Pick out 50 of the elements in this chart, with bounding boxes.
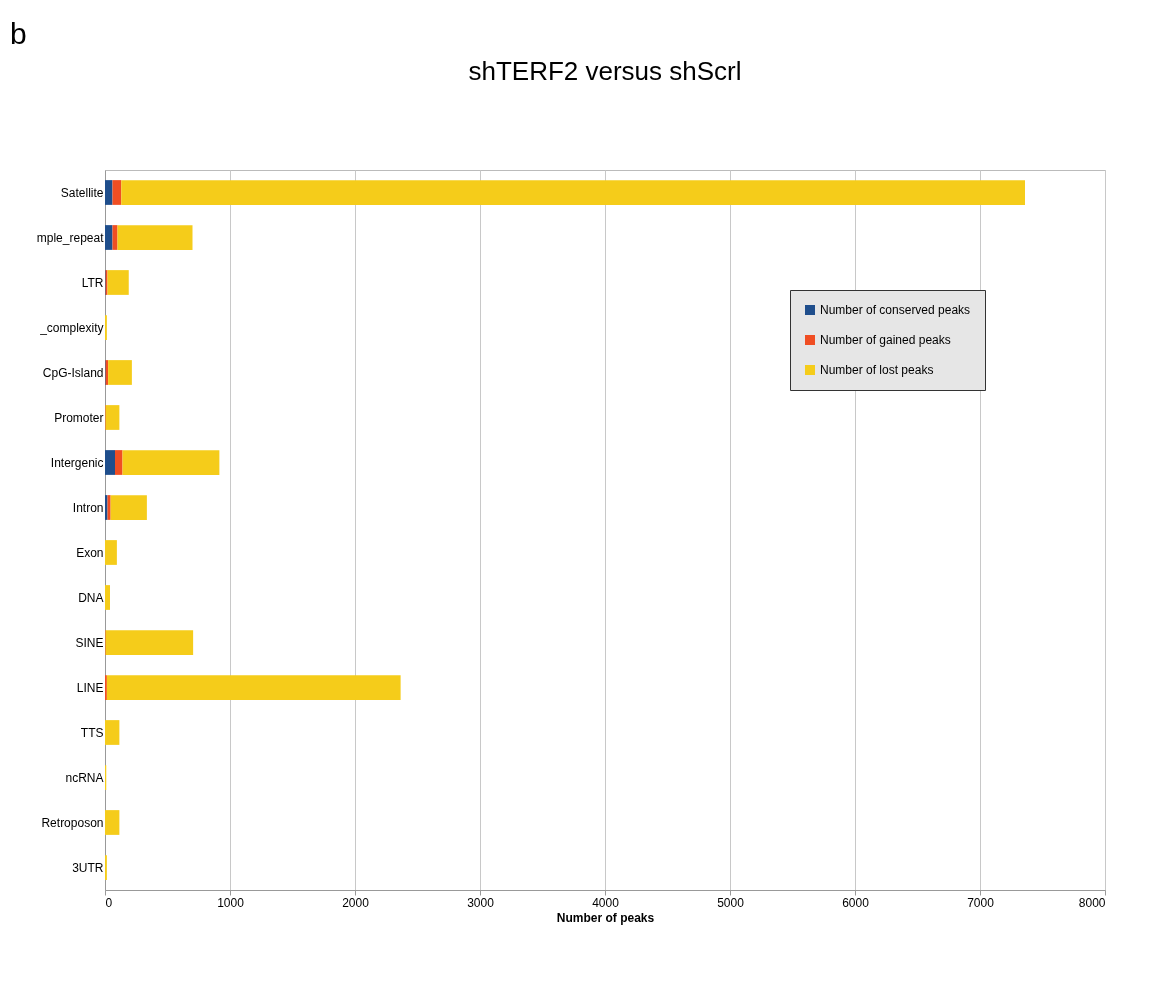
y-tick-label: 3UTR (72, 860, 104, 875)
x-tick-label: 2000 (342, 895, 370, 910)
x-tick-label: 6000 (842, 895, 870, 910)
bar (117, 225, 193, 250)
bar (110, 495, 147, 520)
x-tick-label: 1000 (217, 895, 245, 910)
bar (105, 810, 120, 835)
y-tick-label: Retroposon (41, 815, 104, 830)
y-tick-label: LTR (81, 275, 104, 290)
bar (107, 270, 129, 295)
bar (105, 630, 194, 655)
y-tick-label: Intron (72, 500, 104, 515)
bar (112, 225, 118, 250)
y-tick-label: mple_repeat (36, 230, 105, 245)
x-tick-label: 7000 (967, 895, 995, 910)
bar (108, 360, 132, 385)
bar (105, 720, 120, 745)
y-tick-label: DNA (78, 590, 104, 605)
bar (105, 540, 117, 565)
y-tick-label: Promoter (54, 410, 104, 425)
bar (122, 450, 220, 475)
bar (105, 180, 113, 205)
y-tick-label: SINE (75, 635, 104, 650)
y-tick-label: CpG-Island (42, 365, 104, 380)
y-tick-label: Intergenic (50, 455, 104, 470)
y-tick-label: Satellite (60, 185, 104, 200)
bar (121, 180, 1025, 205)
bar (105, 450, 115, 475)
legend-label: Number of gained peaks (820, 333, 951, 347)
bar (112, 180, 122, 205)
y-tick-label: LINE (76, 680, 104, 695)
x-tick-label: 8000 (1078, 895, 1106, 910)
y-tick-label: ncRNA (65, 770, 104, 785)
x-tick-label: 3000 (467, 895, 495, 910)
x-tick-label: 4000 (592, 895, 620, 910)
legend-label: Number of conserved peaks (820, 303, 971, 317)
x-tick-label: 5000 (717, 895, 745, 910)
legend-label: Number of lost peaks (820, 363, 934, 377)
text: b (10, 17, 27, 50)
chart-title: shTERF2 versus shScrl (468, 56, 742, 86)
bar (105, 225, 113, 250)
y-tick-label: Exon (76, 545, 104, 560)
bar (105, 585, 110, 610)
y-tick-label: _complexity (39, 320, 104, 335)
bar (105, 405, 120, 430)
y-tick-label: TTS (80, 725, 104, 740)
bar (115, 450, 123, 475)
x-axis-title: Number of peaks (556, 910, 655, 925)
bar (106, 675, 401, 700)
x-tick-label: 0 (105, 895, 113, 910)
